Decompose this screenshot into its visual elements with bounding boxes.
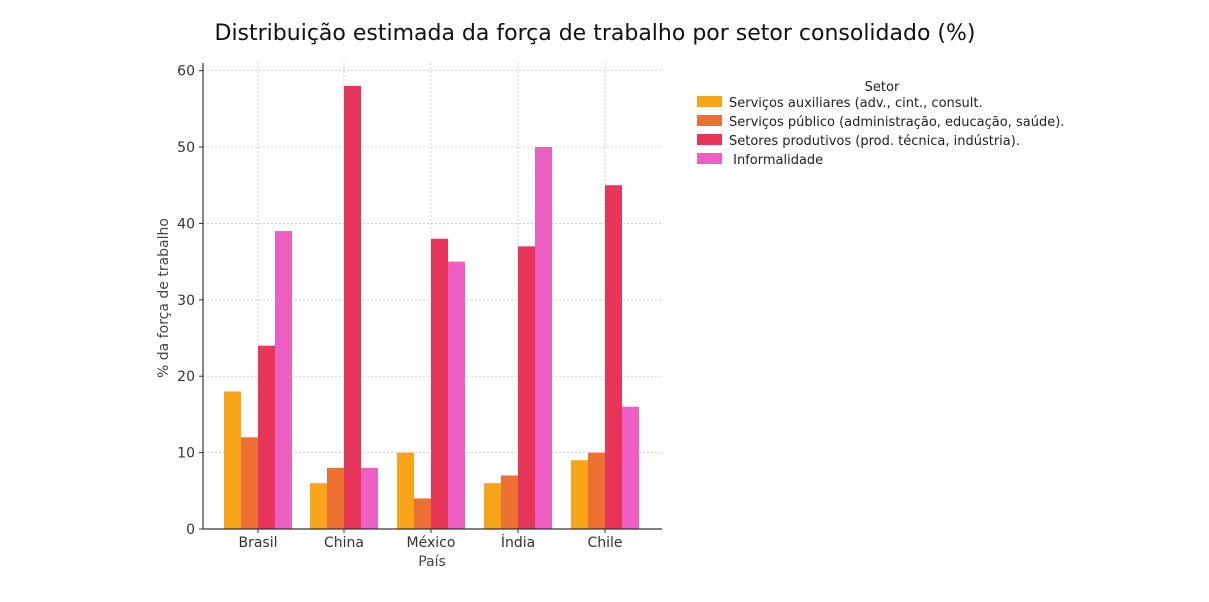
bar-chile-series-4	[622, 406, 639, 529]
legend-label: Serviços auxiliares (adv., cint., consul…	[729, 96, 983, 111]
y-axis-label: % da força de trabalho	[156, 218, 172, 378]
bar-méxico-series-2	[414, 498, 431, 529]
bar-china-series-3	[344, 85, 361, 529]
bars	[224, 85, 639, 530]
y-tick-label: 0	[186, 522, 195, 538]
bar-índia-series-2	[501, 475, 518, 529]
x-tick-label: Chile	[587, 535, 622, 551]
bar-brasil-series-3	[258, 345, 275, 529]
bar-chile-series-1	[571, 460, 588, 529]
legend-title: Setor	[865, 80, 900, 95]
y-tick-label: 20	[177, 369, 195, 385]
legend-label: Serviços público (administração, educaçã…	[729, 115, 1064, 130]
bar-china-series-1	[310, 483, 327, 529]
y-tick-label: 60	[177, 64, 195, 80]
y-tick-label: 40	[177, 216, 195, 232]
bar-brasil-series-2	[241, 437, 258, 529]
legend-label: Setores produtivos (prod. técnica, indús…	[729, 134, 1020, 149]
x-tick-label: China	[324, 535, 364, 551]
bar-brasil-series-1	[224, 391, 241, 529]
bar-índia-series-1	[484, 483, 501, 529]
y-tick-label: 10	[177, 446, 195, 462]
bar-méxico-series-3	[431, 238, 448, 529]
legend-swatch	[697, 153, 722, 164]
x-tick-label: Índia	[501, 534, 535, 551]
legend: Setor Serviços auxiliares (adv., cint., …	[697, 80, 1064, 168]
y-tick-label: 30	[177, 293, 195, 309]
bar-méxico-series-1	[397, 452, 414, 529]
bar-chile-series-3	[605, 185, 622, 530]
chart-title: Distribuição estimada da força de trabal…	[215, 21, 976, 46]
x-axis-label: País	[418, 554, 446, 570]
bar-brasil-series-4	[275, 231, 292, 530]
bar-méxico-series-4	[448, 261, 465, 529]
legend-swatch	[697, 96, 722, 107]
x-tick-label: México	[407, 535, 456, 551]
bar-china-series-2	[327, 467, 344, 529]
legend-swatch	[697, 115, 722, 126]
legend-label: Informalidade	[729, 153, 823, 168]
axes: 0 10 20 30 40 50 60 Brasil China México Índia Chile	[177, 63, 662, 551]
bar-índia-series-3	[518, 246, 535, 529]
bar-chile-series-2	[588, 452, 605, 529]
y-tick-label: 50	[177, 140, 195, 156]
bar-china-series-4	[361, 467, 378, 529]
legend-swatch	[697, 134, 722, 145]
x-tick-label: Brasil	[238, 535, 277, 551]
bar-índia-series-4	[535, 147, 552, 530]
